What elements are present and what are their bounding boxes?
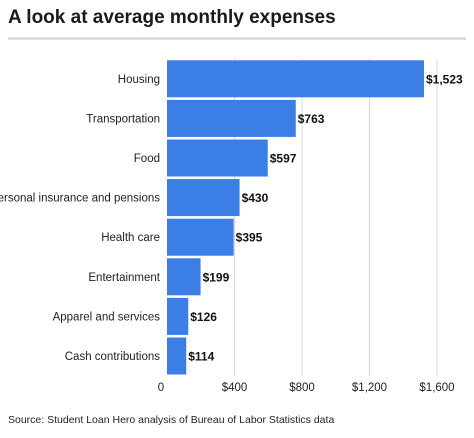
title-divider: [8, 37, 466, 40]
bar: [167, 337, 187, 375]
labels: 0 $400 $800 $1,200 $1,600 Housing $1,523 Transp…: [0, 72, 463, 394]
category-label: Food: [134, 153, 160, 165]
value-label: $114: [188, 350, 214, 364]
source-note: Source: Student Loan Hero analysis of Bu…: [8, 414, 335, 426]
x-tick-label: $800: [289, 382, 315, 394]
category-label: Personal insurance and pensions: [0, 193, 160, 205]
category-label: Transportation: [86, 113, 160, 125]
bar-chart: 0 $400 $800 $1,200 $1,600 Housing $1,523 Transp…: [0, 59, 463, 394]
chart-title: A look at average monthly expenses: [8, 7, 336, 28]
value-label: $597: [270, 152, 297, 166]
x-tick-label: $400: [222, 382, 248, 394]
bar: [167, 60, 425, 98]
category-label: Entertainment: [88, 272, 160, 284]
bar: [167, 258, 201, 296]
category-label: Cash contributions: [65, 351, 160, 363]
bar: [167, 99, 296, 137]
bar: [167, 179, 240, 217]
value-label: $430: [242, 191, 269, 205]
x-tick-label: 0: [158, 382, 164, 394]
value-label: $199: [203, 270, 230, 284]
value-label: $395: [236, 231, 263, 245]
bars: [167, 60, 425, 375]
value-label: $126: [190, 310, 217, 324]
category-label: Housing: [118, 74, 160, 86]
x-tick-label: $1,200: [352, 382, 387, 394]
x-tick-label: $1,600: [419, 382, 454, 394]
bar: [167, 139, 268, 177]
value-label: $763: [298, 112, 325, 126]
category-label: Apparel and services: [53, 311, 161, 323]
bar: [167, 218, 234, 256]
bar: [167, 297, 189, 335]
category-label: Health care: [101, 232, 160, 244]
value-label: $1,523: [426, 72, 463, 86]
